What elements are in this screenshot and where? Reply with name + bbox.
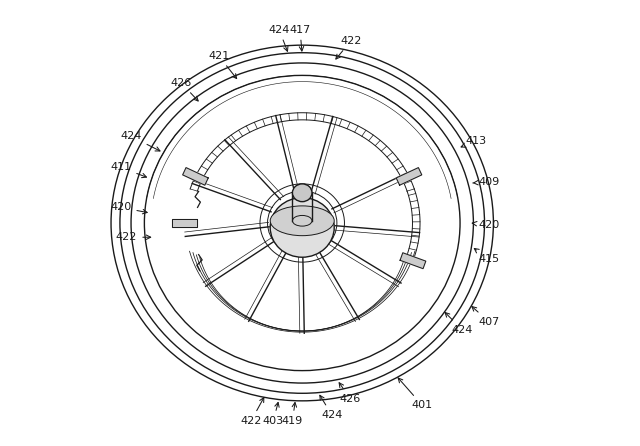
Text: 424: 424 xyxy=(445,313,473,334)
Text: 422: 422 xyxy=(116,232,150,242)
Text: 417: 417 xyxy=(289,25,310,51)
Ellipse shape xyxy=(292,184,312,202)
Text: 413: 413 xyxy=(461,136,486,147)
Ellipse shape xyxy=(270,206,334,235)
Text: 401: 401 xyxy=(398,378,433,410)
Text: 422: 422 xyxy=(336,36,362,59)
Text: 424: 424 xyxy=(120,131,160,151)
Text: 422: 422 xyxy=(241,398,264,426)
Text: 420: 420 xyxy=(110,202,147,214)
Polygon shape xyxy=(400,253,426,268)
Text: 409: 409 xyxy=(473,177,500,187)
Text: 419: 419 xyxy=(282,403,303,426)
Text: 415: 415 xyxy=(474,248,499,264)
Text: 424: 424 xyxy=(268,25,290,51)
Ellipse shape xyxy=(270,198,334,257)
Text: 407: 407 xyxy=(472,306,500,327)
Polygon shape xyxy=(172,219,196,227)
Text: 411: 411 xyxy=(110,162,147,178)
Polygon shape xyxy=(396,168,422,185)
Text: 420: 420 xyxy=(472,220,500,230)
Text: 421: 421 xyxy=(208,51,237,78)
Text: 424: 424 xyxy=(320,395,342,420)
Text: 403: 403 xyxy=(263,402,284,426)
Text: 426: 426 xyxy=(171,78,198,101)
Polygon shape xyxy=(182,168,208,185)
Text: 426: 426 xyxy=(339,383,361,404)
